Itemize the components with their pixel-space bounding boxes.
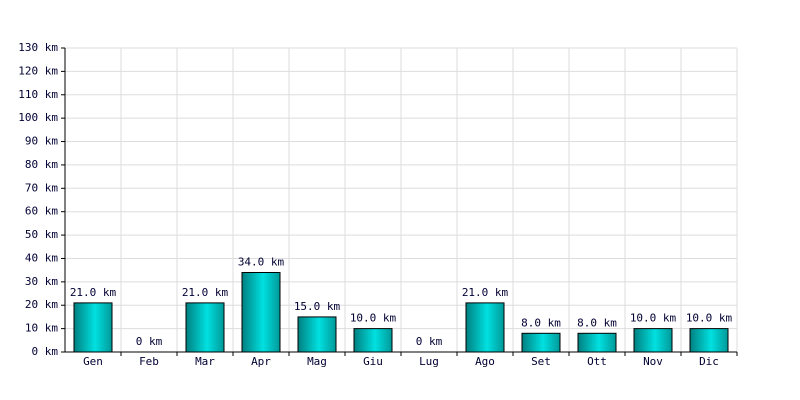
value-label: 0 km [416, 335, 443, 348]
y-tick-label: 0 km [32, 345, 59, 358]
y-tick-label: 60 km [25, 205, 58, 218]
bar [577, 332, 617, 353]
x-tick-label: Feb [139, 355, 159, 368]
bar [521, 332, 561, 353]
y-tick-label: 90 km [25, 135, 58, 148]
value-label: 8.0 km [521, 316, 561, 329]
x-tick-label: Gen [83, 355, 103, 368]
bar [73, 302, 113, 353]
x-tick-label: Set [531, 355, 551, 368]
y-tick-label: 50 km [25, 228, 58, 241]
bar [633, 328, 673, 353]
y-tick-label: 40 km [25, 251, 58, 264]
value-label: 10.0 km [630, 312, 677, 325]
bar [297, 316, 337, 353]
x-tick-label: Mag [307, 355, 327, 368]
x-tick-label: Ott [587, 355, 607, 368]
value-label: 10.0 km [686, 312, 733, 325]
bar [241, 271, 281, 353]
x-tick-label: Apr [251, 355, 271, 368]
value-label: 10.0 km [350, 312, 397, 325]
y-tick-label: 130 km [18, 41, 58, 54]
value-label: 34.0 km [238, 255, 285, 268]
value-label: 0 km [136, 335, 163, 348]
x-tick-label: Lug [419, 355, 439, 368]
y-tick-label: 120 km [18, 64, 58, 77]
value-label: 15.0 km [294, 300, 341, 313]
x-tick-label: Dic [699, 355, 719, 368]
y-tick-label: 30 km [25, 275, 58, 288]
bar [353, 328, 393, 353]
y-tick-label: 70 km [25, 181, 58, 194]
bar [689, 328, 729, 353]
value-label: 21.0 km [70, 286, 117, 299]
x-tick-label: Ago [475, 355, 495, 368]
value-label: 21.0 km [462, 286, 509, 299]
value-label: 21.0 km [182, 286, 229, 299]
x-tick-label: Giu [363, 355, 383, 368]
value-label: 8.0 km [577, 316, 617, 329]
x-tick-label: Mar [195, 355, 215, 368]
x-tick-label: Nov [643, 355, 663, 368]
bar [185, 302, 225, 353]
y-tick-label: 20 km [25, 298, 58, 311]
y-tick-label: 10 km [25, 322, 58, 335]
y-tick-label: 100 km [18, 111, 58, 124]
bar [465, 302, 505, 353]
y-tick-label: 110 km [18, 88, 58, 101]
y-tick-label: 80 km [25, 158, 58, 171]
